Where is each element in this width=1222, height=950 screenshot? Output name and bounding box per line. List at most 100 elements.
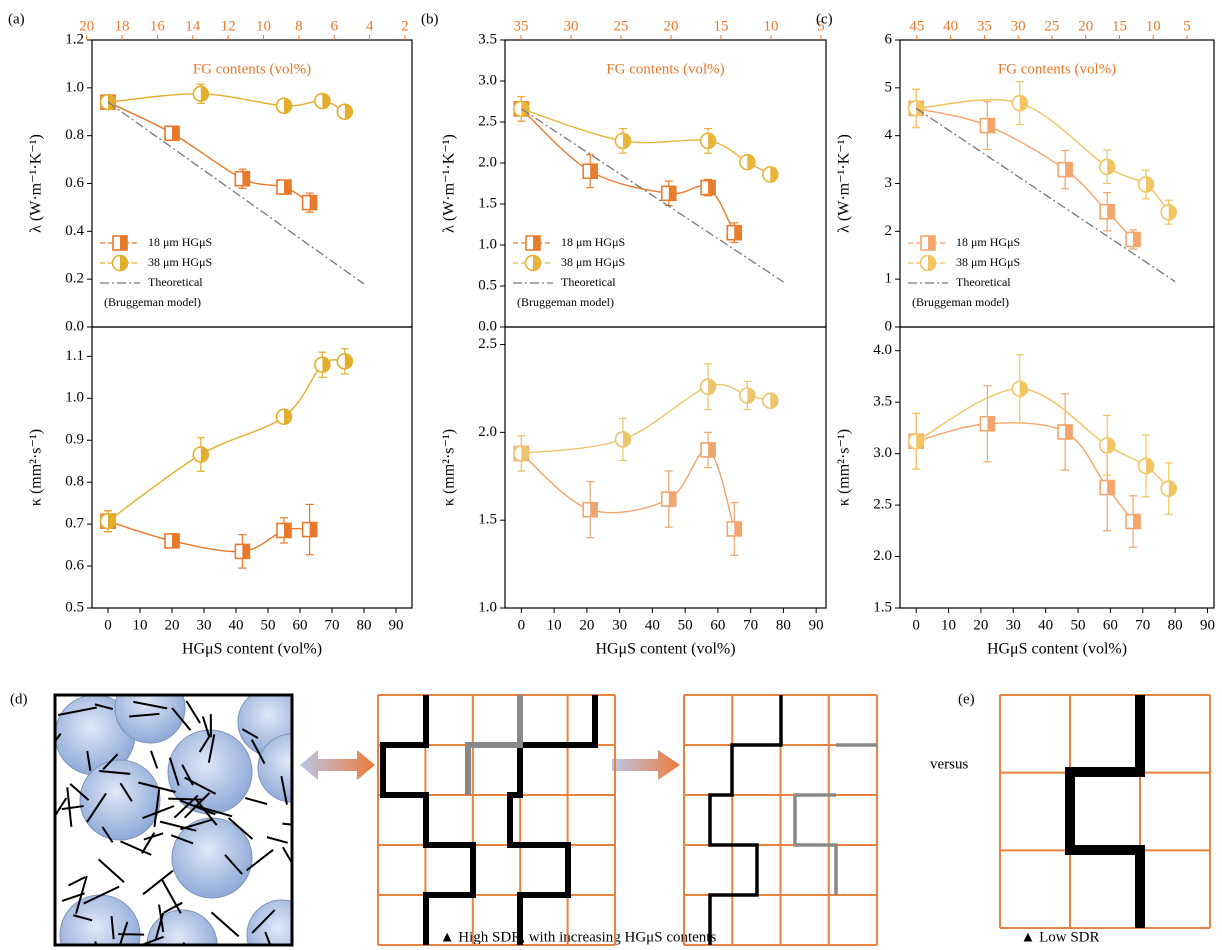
data-point xyxy=(1012,381,1027,396)
marker-fill xyxy=(172,126,179,140)
y-tick-label: 1 xyxy=(885,271,893,287)
data-point xyxy=(980,119,994,133)
marker-fill xyxy=(987,417,994,431)
legend-entry: 18 μm HGμS xyxy=(100,235,212,250)
legend-entry: Theoretical (Bruggeman model) xyxy=(513,275,616,309)
marker-fill xyxy=(708,181,715,195)
x-tick-label: 70 xyxy=(1135,617,1150,633)
data-point xyxy=(1139,458,1154,473)
data-point xyxy=(1126,232,1140,246)
y-tick-label: 3 xyxy=(885,175,893,191)
data-point xyxy=(763,167,778,182)
legend-label: Theoretical xyxy=(561,275,616,289)
legend-label: Theoretical xyxy=(148,275,203,289)
arrow xyxy=(612,750,680,780)
sphere xyxy=(115,673,185,743)
x-tick-label: 50 xyxy=(261,617,276,633)
data-point xyxy=(763,393,778,408)
marker-fill xyxy=(1065,425,1072,439)
legend-note: (Bruggeman model) xyxy=(517,295,614,309)
x-tick-label: 0 xyxy=(912,617,920,633)
x-tick-label: 20 xyxy=(973,617,988,633)
data-point xyxy=(1100,438,1115,453)
marker-fill xyxy=(310,523,317,537)
x-axis-title: HGμS content (vol%) xyxy=(987,641,1127,658)
x-tick-label: 30 xyxy=(197,617,212,633)
data-point xyxy=(235,544,249,558)
heat-path xyxy=(468,695,520,795)
data-point xyxy=(165,534,179,548)
data-point xyxy=(303,196,317,210)
legend-label: 38 μm HGμS xyxy=(956,255,1020,269)
legend-entry: 18 μm HGμS xyxy=(908,235,1020,250)
y-tick-label: 1.0 xyxy=(478,236,497,252)
x-tick-label: 60 xyxy=(1103,617,1118,633)
data-point xyxy=(727,522,741,536)
fiber xyxy=(282,824,308,827)
y-tick-label: 0.5 xyxy=(478,277,497,293)
legend-label: 18 μm HGμS xyxy=(148,235,212,249)
y-tick-label: 2 xyxy=(885,223,893,239)
fiber xyxy=(99,859,125,882)
y-axis-title: λ (W·m⁻¹·K⁻¹) xyxy=(28,134,45,233)
marker-fill xyxy=(120,236,127,250)
legend-note: (Bruggeman model) xyxy=(104,295,201,309)
marker-fill xyxy=(284,180,291,194)
data-point xyxy=(277,409,292,424)
x2-tick-label: 15 xyxy=(1112,18,1127,34)
marker-fill xyxy=(734,226,741,240)
x-tick-label: 30 xyxy=(612,617,627,633)
data-point xyxy=(277,523,291,537)
data-point xyxy=(740,155,755,170)
marker-fill xyxy=(1133,515,1140,529)
x-tick-label: 50 xyxy=(1071,617,1086,633)
y-tick-label: 1.0 xyxy=(478,599,497,615)
x2-tick-label: 18 xyxy=(115,18,130,34)
legend-entry: 38 μm HGμS xyxy=(100,255,212,271)
x2-tick-label: 30 xyxy=(1011,18,1026,34)
y-tick-label: 3.0 xyxy=(873,445,892,461)
data-point xyxy=(514,446,529,461)
y-tick-label: 0.6 xyxy=(65,557,84,573)
sphere xyxy=(247,900,317,950)
x2-tick-label: 30 xyxy=(564,18,579,34)
y-tick-label: 0.8 xyxy=(65,127,84,143)
theory-line xyxy=(108,102,364,284)
x2-tick-label: 25 xyxy=(1044,18,1059,34)
data-point xyxy=(303,523,317,537)
x-tick-label: 10 xyxy=(547,617,562,633)
marker-fill xyxy=(1133,232,1140,246)
y-tick-label: 4.0 xyxy=(873,342,892,358)
fiber xyxy=(186,701,200,723)
fit-curve xyxy=(916,389,1168,489)
x-tick-label: 0 xyxy=(518,617,526,633)
legend-entry: Theoretical(Bruggeman model) xyxy=(908,275,1011,309)
plot-frame xyxy=(505,40,826,327)
y-tick-label: 1.1 xyxy=(65,348,84,364)
y-tick-label: 0.8 xyxy=(65,474,84,490)
x2-tick-label: 4 xyxy=(366,18,374,34)
marker-fill xyxy=(590,503,597,517)
x-axis-title: HGμS content (vol%) xyxy=(182,641,322,658)
legend-label: 38 μm HGμS xyxy=(561,255,625,269)
data-point xyxy=(277,98,292,113)
x2-tick-label: 25 xyxy=(614,18,629,34)
x-tick-label: 40 xyxy=(229,617,244,633)
y-tick-label: 0.0 xyxy=(65,318,84,334)
composite-sketch xyxy=(41,673,326,950)
x-tick-label: 70 xyxy=(325,617,340,633)
x2-tick-label: 15 xyxy=(714,18,729,34)
y-tick-label: 0.5 xyxy=(65,599,84,615)
fiber xyxy=(118,934,144,935)
fiber xyxy=(283,847,296,869)
x2-tick-label: 35 xyxy=(977,18,992,34)
marker-fill xyxy=(242,544,249,558)
fiber xyxy=(142,833,154,854)
data-point xyxy=(1012,96,1027,111)
legend-entry: 38 μm HGμS xyxy=(513,255,625,271)
y-tick-label: 0 xyxy=(885,318,893,334)
x2-axis-title: FG contents (vol%) xyxy=(998,61,1116,77)
y-tick-label: 2.0 xyxy=(478,154,497,170)
x2-tick-label: 35 xyxy=(514,18,529,34)
legend-label: Theoretical xyxy=(956,275,1011,289)
